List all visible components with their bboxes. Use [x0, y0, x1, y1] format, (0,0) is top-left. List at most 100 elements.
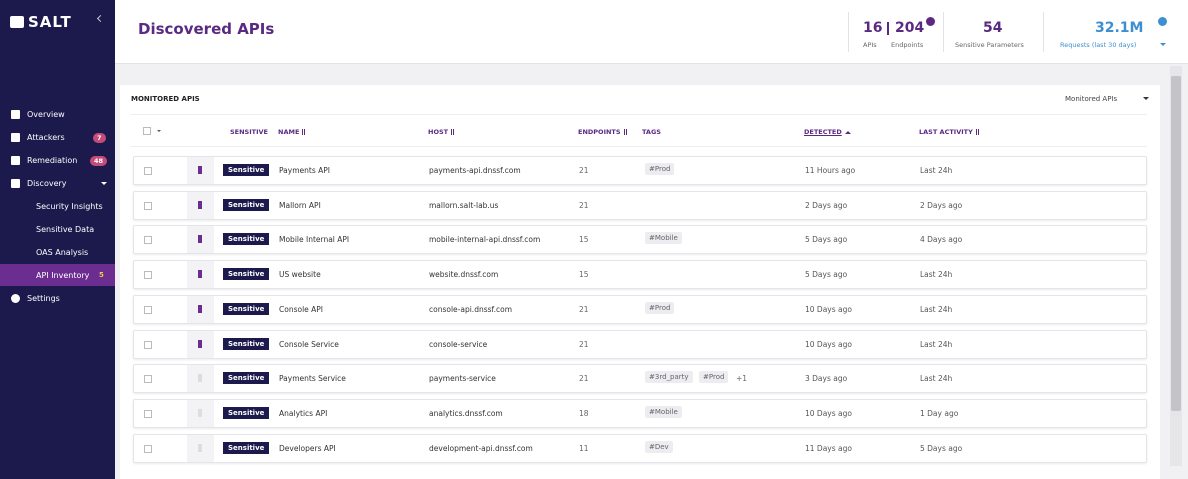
endpoints: 21	[579, 339, 589, 349]
select-all-checkbox[interactable]	[143, 127, 151, 135]
table-row[interactable]: Sensitive Developers API development-api.d…	[133, 433, 1147, 463]
active-item	[0, 264, 115, 286]
menu-badge: 5	[99, 271, 104, 279]
row-checkbox[interactable]	[144, 375, 152, 384]
menu-item[interactable]: Discovery	[27, 179, 67, 188]
logo: SALT	[28, 13, 72, 31]
row-checkbox[interactable]	[144, 444, 152, 453]
endpoints: 21	[579, 166, 589, 175]
submenu-item[interactable]: Sensitive Data	[36, 225, 95, 234]
host: analytics.dnssf.com	[429, 408, 503, 418]
submenu-item[interactable]: API Inventory	[36, 271, 90, 280]
info-icon[interactable]	[1158, 17, 1167, 26]
column-header[interactable]: ENDPOINTS	[578, 128, 621, 136]
column-header[interactable]: LAST ACTIVITY	[919, 128, 973, 136]
stat-value: 204	[895, 20, 925, 36]
menu-icon	[11, 156, 20, 165]
menu-item[interactable]: Overview	[27, 110, 65, 119]
row-checkbox[interactable]	[144, 271, 152, 280]
tag: #Prod	[645, 163, 675, 175]
pin-icon[interactable]	[198, 443, 202, 452]
last-activity: Last 24h	[920, 304, 953, 314]
row-checkbox[interactable]	[144, 340, 152, 349]
api-name[interactable]: Console Service	[279, 339, 339, 349]
divider	[943, 12, 944, 52]
pin-icon[interactable]	[198, 304, 202, 313]
column-header[interactable]: DETECTED	[804, 128, 842, 136]
row-checkbox[interactable]	[144, 409, 152, 418]
detected: 11 Days ago	[805, 443, 852, 453]
pin-icon[interactable]	[198, 200, 202, 209]
collapse-button[interactable]	[96, 14, 105, 23]
table-row[interactable]: Sensitive Console Service console-service 2…	[133, 329, 1147, 359]
api-name[interactable]: Mallorn API	[279, 200, 321, 210]
menu-badge: 7	[93, 133, 106, 143]
sort-icon[interactable]	[302, 129, 305, 135]
table-row[interactable]: Sensitive Payments Service payments-servic…	[133, 364, 1147, 394]
column-header[interactable]: HOST	[428, 128, 449, 136]
sort-icon[interactable]	[451, 129, 454, 135]
sensitive-badge: Sensitive	[223, 198, 270, 211]
table-row[interactable]: Sensitive US website website.dnssf.com 15 5 …	[133, 260, 1147, 290]
host: website.dnssf.com	[429, 270, 499, 280]
api-name[interactable]: Console API	[279, 304, 324, 314]
select-caret[interactable]	[157, 130, 161, 134]
more-tags[interactable]: +1	[736, 374, 748, 384]
api-name[interactable]: Mobile Internal API	[279, 235, 350, 245]
divider	[131, 114, 1147, 115]
row-checkbox[interactable]	[144, 167, 152, 175]
row-checkbox[interactable]	[144, 305, 152, 314]
table-row[interactable]: Sensitive Console API console-api.dnssf.co…	[133, 294, 1147, 324]
pin-icon[interactable]	[198, 270, 202, 279]
pin-icon[interactable]	[198, 166, 202, 174]
table-row[interactable]: Sensitive Analytics API analytics.dnssf.co…	[133, 398, 1147, 428]
api-name[interactable]: Payments API	[279, 166, 330, 175]
column-header[interactable]: NAME	[278, 128, 300, 136]
row-checkbox[interactable]	[144, 236, 152, 245]
stat-label: Sensitive Parameters	[955, 41, 1024, 49]
pin-icon[interactable]	[198, 408, 202, 417]
endpoints: 21	[579, 200, 589, 210]
menu-icon	[11, 133, 20, 142]
menu-icon	[11, 179, 20, 188]
row-checkbox[interactable]	[144, 201, 152, 210]
table-row[interactable]: Sensitive Mallorn API mallorn.salt-lab.us 2…	[133, 190, 1147, 220]
table-row[interactable]: Sensitive Payments API payments-api.dnssf.…	[133, 156, 1147, 185]
filter-dropdown[interactable]: Monitored APIs	[1065, 95, 1118, 103]
detected: 5 Days ago	[805, 270, 848, 280]
api-name[interactable]: Developers API	[279, 443, 336, 453]
menu-item[interactable]: Settings	[27, 294, 60, 303]
stat-label[interactable]: Requests (last 30 days)	[1060, 41, 1137, 49]
tag: #Prod	[645, 301, 675, 314]
api-name[interactable]: Analytics API	[279, 408, 328, 418]
expand-caret[interactable]	[101, 182, 107, 188]
pin-icon[interactable]	[198, 374, 202, 383]
sort-icon[interactable]	[624, 129, 627, 135]
info-icon[interactable]	[926, 17, 935, 26]
column-header: SENSITIVE	[230, 128, 268, 136]
divider	[848, 12, 849, 52]
api-name[interactable]: US website	[279, 270, 321, 280]
pin-icon[interactable]	[198, 235, 202, 244]
tag: #Mobile	[645, 405, 682, 418]
host: development-api.dnssf.com	[429, 443, 533, 453]
sort-asc-icon[interactable]	[845, 128, 851, 134]
endpoints: 21	[579, 374, 589, 384]
menu-item[interactable]: Attackers	[27, 133, 65, 142]
scrollbar-thumb[interactable]	[1171, 76, 1181, 411]
api-name[interactable]: Payments Service	[279, 374, 346, 384]
submenu-item[interactable]: OAS Analysis	[36, 248, 89, 257]
dropdown-caret[interactable]	[1160, 43, 1166, 49]
detected: 10 Days ago	[805, 304, 852, 314]
table-row[interactable]: Sensitive Mobile Internal API mobile-inter…	[133, 225, 1147, 255]
last-activity: Last 24h	[920, 166, 953, 175]
dropdown-caret[interactable]	[1143, 97, 1149, 103]
sort-icon[interactable]	[976, 129, 979, 135]
divider	[1043, 12, 1044, 52]
submenu-item[interactable]: Security Insights	[36, 202, 103, 211]
sensitive-badge: Sensitive	[223, 441, 270, 454]
pin-icon[interactable]	[198, 339, 202, 348]
sensitive-badge: Sensitive	[223, 268, 270, 281]
menu-item[interactable]: Remediation	[27, 156, 78, 165]
sensitive-badge: Sensitive	[223, 302, 270, 315]
